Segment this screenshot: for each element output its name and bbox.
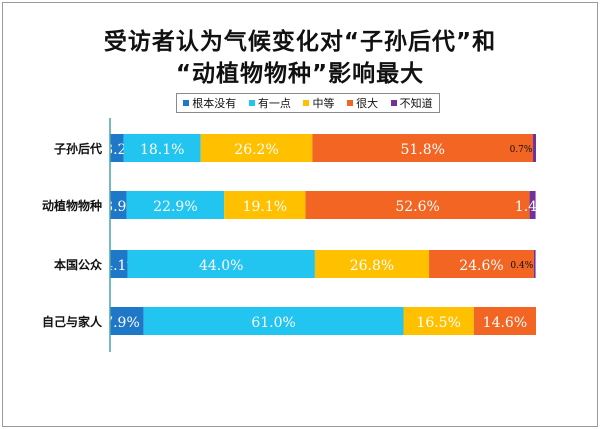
bar-segment bbox=[123, 134, 201, 162]
data-label: 61.0% bbox=[251, 315, 295, 331]
legend-label: 根本没有 bbox=[192, 97, 237, 110]
bar-segment bbox=[529, 191, 536, 219]
data-label: 18.1% bbox=[140, 142, 184, 158]
data-label: 26.2% bbox=[234, 142, 278, 158]
legend-item: 有一点 bbox=[248, 95, 291, 111]
bar-segment bbox=[127, 250, 315, 278]
legend-swatch bbox=[183, 100, 190, 106]
legend-item: 不知道 bbox=[390, 95, 433, 111]
data-label: 44.0% bbox=[199, 258, 243, 274]
legend-swatch bbox=[248, 100, 255, 106]
bar-segment bbox=[533, 250, 536, 278]
data-label: 1.4% bbox=[515, 199, 551, 215]
bar-segment bbox=[110, 134, 124, 162]
data-label: 14.6% bbox=[483, 315, 527, 331]
bar-segment bbox=[403, 307, 474, 335]
bar-segment bbox=[314, 250, 430, 278]
bar-segment bbox=[200, 134, 313, 162]
category-label: 自己与家人 bbox=[42, 314, 103, 329]
legend-swatch bbox=[347, 100, 354, 106]
bar-segment bbox=[224, 191, 306, 219]
bar-segment bbox=[143, 307, 404, 335]
data-label: 0.7% bbox=[510, 145, 533, 155]
data-label: 51.8% bbox=[400, 142, 444, 158]
chart-title-line-2: “动植物物种”影响最大 bbox=[175, 61, 425, 87]
legend-label: 不知道 bbox=[399, 97, 433, 110]
data-label: 19.1% bbox=[243, 199, 287, 215]
chart-legend: 根本没有 有一点 中等 很大 不知道 bbox=[176, 93, 440, 113]
category-label: 子孙后代 bbox=[54, 141, 102, 156]
legend-label: 中等 bbox=[312, 97, 335, 110]
legend-item: 很大 bbox=[347, 95, 378, 111]
bar-segment bbox=[429, 250, 534, 278]
bar-segment bbox=[126, 191, 225, 219]
bar-segment bbox=[110, 307, 144, 335]
bar-segment bbox=[110, 191, 127, 219]
data-label: 0.4% bbox=[510, 261, 533, 271]
bar-segment bbox=[312, 134, 534, 162]
bar-segment bbox=[305, 191, 530, 219]
chart-title-line-1: 受访者认为气候变化对“子孙后代”和 bbox=[103, 29, 497, 55]
data-label: 16.5% bbox=[416, 315, 460, 331]
legend-item: 中等 bbox=[303, 95, 334, 111]
legend-item: 根本没有 bbox=[183, 95, 236, 111]
category-label: 本国公众 bbox=[54, 257, 103, 272]
category-label: 动植物物种 bbox=[42, 198, 102, 213]
bar-segment bbox=[110, 250, 128, 278]
bar-segment bbox=[533, 134, 536, 162]
data-label: 26.8% bbox=[350, 258, 394, 274]
data-label: 52.6% bbox=[395, 199, 439, 215]
data-label: 24.6% bbox=[459, 258, 503, 274]
legend-label: 有一点 bbox=[257, 97, 291, 110]
data-label: 7.9% bbox=[104, 315, 140, 331]
legend-label: 很大 bbox=[356, 97, 379, 110]
bar-segment bbox=[473, 307, 536, 335]
data-label: 22.9% bbox=[153, 199, 197, 215]
legend-swatch bbox=[390, 100, 397, 106]
legend-swatch bbox=[303, 100, 310, 106]
